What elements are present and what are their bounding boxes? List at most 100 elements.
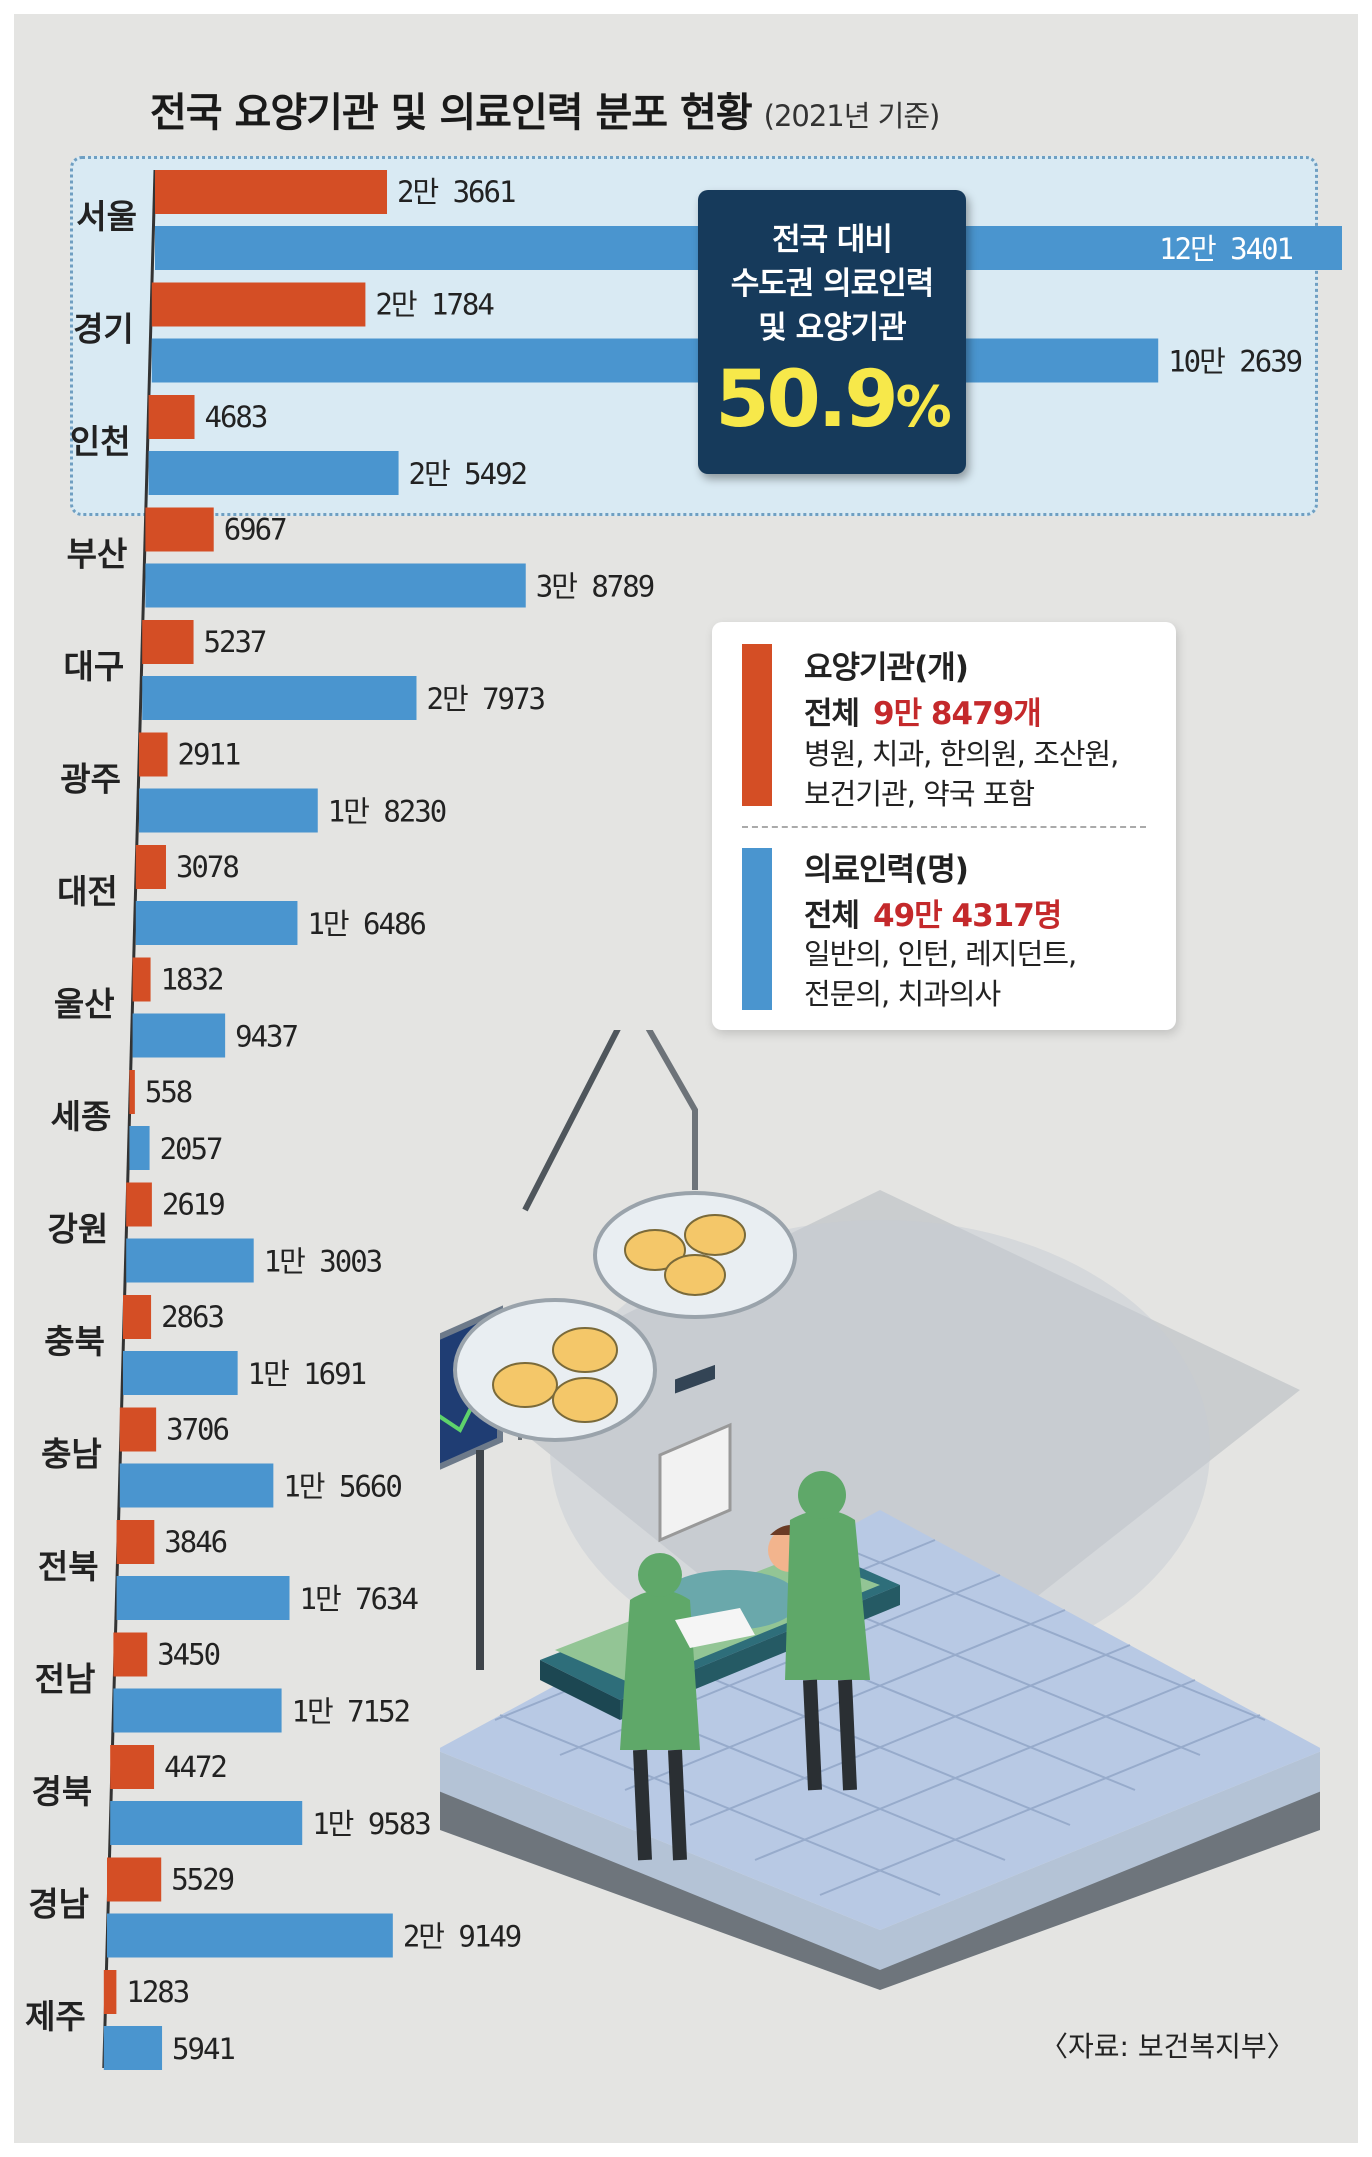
category-label: 서울 (76, 197, 137, 236)
category-label: 경기 (73, 310, 134, 349)
bar-personnel (116, 1576, 290, 1620)
label-personnel: 10만 2639 (1168, 345, 1301, 379)
legend-facilities-total-value: 9만 8479개 (873, 696, 1042, 732)
legend-facilities-total: 전체 9만 8479개 (804, 688, 1042, 733)
category-label: 세종 (51, 1097, 112, 1136)
label-facilities: 5237 (204, 625, 266, 659)
source-note: 〈자료: 보건복지부〉 (1040, 2030, 1295, 2063)
bar-personnel (142, 676, 417, 720)
label-facilities: 3078 (176, 850, 238, 884)
label-personnel: 1만 7634 (300, 1582, 419, 1616)
label-personnel: 2057 (160, 1132, 222, 1166)
category-label: 강원 (47, 1210, 108, 1249)
label-facilities: 2만 3661 (397, 175, 515, 209)
label-facilities: 1283 (126, 1975, 188, 2009)
bar-personnel (129, 1126, 150, 1170)
category-label: 대전 (57, 872, 118, 911)
bar-personnel (107, 1913, 393, 1958)
label-facilities: 2만 1784 (375, 288, 494, 322)
legend-personnel-desc-1: 일반의, 인턴, 레지던트, (804, 937, 1077, 971)
legend-facilities-total-label: 전체 (804, 696, 860, 732)
label-personnel: 1만 9583 (312, 1807, 430, 1841)
callout-line-1: 전국 대비 (772, 222, 893, 258)
bar-personnel (110, 1801, 303, 1845)
category-label: 부산 (67, 535, 128, 574)
bar-personnel (151, 338, 1159, 383)
legend-facilities-desc-2: 보건기관, 약국 포함 (804, 777, 1035, 811)
category-label: 충북 (44, 1322, 105, 1361)
bar-facilities (135, 845, 166, 889)
label-facilities: 4683 (205, 400, 267, 434)
label-personnel: 9437 (235, 1020, 297, 1054)
bar-facilities (129, 1070, 135, 1114)
label-facilities: 5529 (171, 1863, 233, 1897)
label-personnel: 2만 9149 (403, 1920, 521, 1954)
legend: 요양기관(개) 전체 9만 8479개 병원, 치과, 한의원, 조산원, 보건기… (712, 622, 1176, 1030)
bar-facilities (139, 732, 168, 777)
label-personnel: 1만 7152 (292, 1695, 409, 1729)
bar-facilities (151, 282, 366, 327)
bar-personnel (123, 1351, 238, 1395)
legend-personnel-total: 전체 49만 4317명 (804, 890, 1062, 935)
legend-swatch-personnel (742, 848, 772, 1010)
label-facilities: 3846 (164, 1525, 226, 1559)
label-facilities: 3706 (166, 1413, 228, 1447)
label-facilities: 2619 (162, 1188, 224, 1222)
category-label: 전북 (38, 1547, 99, 1586)
bar-personnel (135, 901, 298, 945)
label-personnel: 2만 7973 (426, 682, 544, 716)
label-facilities: 3450 (157, 1638, 219, 1672)
bar-facilities (132, 957, 151, 1002)
legend-facilities-desc-1: 병원, 치과, 한의원, 조산원, (804, 737, 1119, 771)
bar-facilities (126, 1182, 152, 1227)
category-label: 울산 (54, 985, 115, 1024)
category-label: 충남 (41, 1435, 102, 1474)
label-personnel: 3만 8789 (536, 570, 654, 604)
legend-facilities-title: 요양기관(개) (804, 650, 969, 686)
callout-number: 50.9 (715, 355, 898, 445)
bar-facilities (123, 1295, 152, 1339)
bar-personnel (119, 1463, 274, 1508)
bar-facilities (103, 1970, 117, 2014)
label-personnel: 1만 6486 (307, 907, 425, 941)
label-personnel: 1만 8230 (328, 795, 446, 829)
callout-line-2: 수도권 의료인력 (730, 266, 934, 302)
bar-personnel (113, 1688, 282, 1733)
category-label: 인천 (70, 422, 131, 461)
subtitle: (2021년 기준) (763, 99, 941, 133)
legend-personnel-desc-2: 전문의, 치과의사 (804, 977, 1001, 1011)
bar-facilities (110, 1745, 155, 1789)
operating-room-scene (440, 1030, 1320, 1990)
operating-room-illustration (440, 1030, 1320, 1990)
bar-personnel (145, 563, 526, 608)
bar-personnel (103, 2026, 163, 2070)
label-facilities: 2911 (178, 738, 240, 772)
legend-personnel-total-value: 49만 4317명 (873, 898, 1062, 934)
category-label: 전남 (35, 1660, 96, 1699)
category-label: 제주 (25, 1997, 86, 2036)
bar-personnel (148, 451, 399, 495)
category-label: 광주 (60, 760, 121, 799)
label-personnel: 1만 5660 (283, 1470, 401, 1504)
label-facilities: 1832 (161, 963, 223, 997)
legend-swatch-facilities (742, 644, 772, 806)
page-title: 전국 요양기관 및 의료인력 분포 현황 (2021년 기준) (150, 80, 941, 138)
bar-facilities (148, 395, 195, 439)
bar-personnel (139, 788, 318, 833)
title-text: 전국 요양기관 및 의료인력 분포 현황 (150, 90, 753, 136)
label-facilities: 6967 (224, 513, 286, 547)
capital-share-callout: 전국 대비 수도권 의료인력 및 요양기관 50.9% (698, 190, 966, 474)
legend-personnel-title: 의료인력(명) (804, 852, 969, 888)
bar-facilities (145, 507, 214, 552)
label-personnel: 12만 3401 (1159, 232, 1292, 266)
label-facilities: 2863 (161, 1300, 223, 1334)
bar-facilities (113, 1632, 148, 1677)
bar-personnel (126, 1238, 254, 1283)
bar-facilities (155, 170, 388, 214)
label-facilities: 4472 (164, 1750, 226, 1784)
category-label: 경북 (31, 1772, 92, 1811)
legend-personnel-total-label: 전체 (804, 898, 860, 934)
bar-facilities (119, 1407, 157, 1452)
label-personnel: 1만 3003 (264, 1245, 382, 1279)
bar-facilities (107, 1857, 162, 1902)
